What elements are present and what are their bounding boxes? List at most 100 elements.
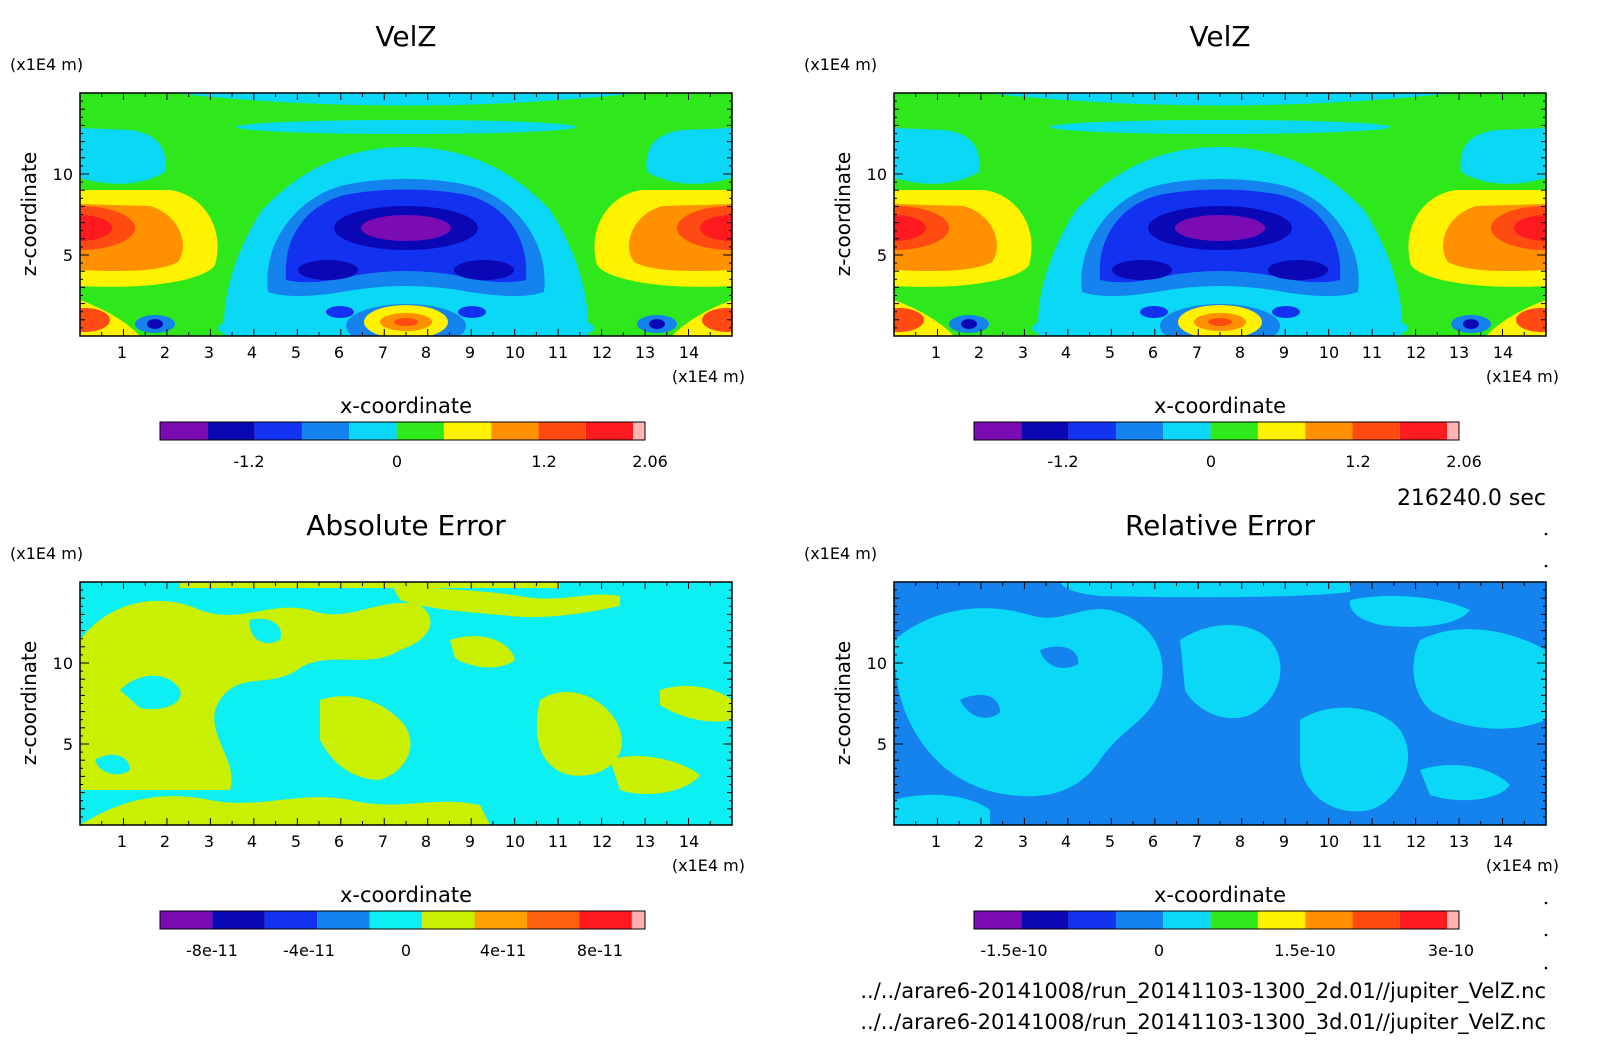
- colorbar-tick-label: 4e-11: [480, 941, 526, 960]
- colorbar-swatch: [1257, 911, 1306, 929]
- panel-relative-error: Relative Error (x1E4 m) 1 2 3 4 5 6 7 8: [804, 509, 1559, 960]
- colorbar-swatch: [369, 911, 423, 929]
- x-tick-label: 12: [1406, 832, 1426, 851]
- colorbar-swatch: [1115, 422, 1164, 440]
- velz-contour-field: [80, 93, 732, 336]
- y-tick-label: 10: [867, 165, 887, 184]
- x-tick-label: 5: [291, 343, 301, 362]
- colorbar-swatch: [585, 422, 634, 440]
- x-tick-label: 9: [465, 343, 475, 362]
- x-tick-label: 5: [1105, 832, 1115, 851]
- panel-title: VelZ: [375, 20, 436, 53]
- y-tick-label: 10: [53, 654, 73, 673]
- y-unit-label: (x1E4 m): [804, 544, 877, 563]
- colorbar-swatch: [396, 422, 444, 440]
- file-path-2: ../../arare6-20141008/run_20141103-1300_…: [860, 1010, 1546, 1035]
- colorbar-frame: [973, 421, 1460, 441]
- colorbar-swatch: [1257, 422, 1306, 440]
- colorbar-tick-label: 2.06: [1446, 452, 1482, 471]
- colorbar-tick-label: -1.5e-10: [980, 941, 1047, 960]
- colorbar-swatch: [160, 422, 208, 440]
- axis-ticks: [894, 581, 1546, 825]
- panel-velz-right: VelZ (x1E4 m): [804, 20, 1559, 471]
- colorbar-swatch: [1210, 422, 1258, 440]
- y-tick-label: 5: [877, 246, 887, 265]
- x-tick-label: 1: [117, 832, 127, 851]
- x-tick-label: 12: [592, 343, 612, 362]
- x-tick-label: 4: [1061, 343, 1071, 362]
- y-axis-label: z-coordinate: [17, 152, 41, 276]
- x-axis-label: x-coordinate: [1154, 883, 1286, 907]
- x-tick-label: 10: [505, 832, 525, 851]
- colorbar-swatch: [1399, 911, 1448, 929]
- y-axis-label: z-coordinate: [831, 641, 855, 765]
- x-tick-label: 13: [635, 832, 655, 851]
- colorbar-swatch: [443, 422, 492, 440]
- colorbar-swatch: [317, 911, 370, 929]
- colorbar-tick-label: -8e-11: [186, 941, 238, 960]
- colorbar-frame: [159, 421, 646, 441]
- colorbar-swatch: [422, 911, 475, 929]
- x-tick-label: 4: [1061, 832, 1071, 851]
- x-tick-label: 1: [117, 343, 127, 362]
- colorbar-tick-label: 2.06: [632, 452, 668, 471]
- x-axis-label: x-coordinate: [1154, 394, 1286, 418]
- time-label: 216240.0 sec: [1397, 486, 1546, 511]
- x-tick-label: 4: [247, 832, 257, 851]
- x-tick-label: 14: [679, 832, 699, 851]
- colorbar-swatch: [579, 911, 632, 929]
- x-tick-label: 8: [421, 832, 431, 851]
- colorbar-tick-label: -1.2: [1047, 452, 1078, 471]
- colorbar-swatch: [1352, 911, 1400, 929]
- x-tick-label: 9: [465, 832, 475, 851]
- velz-contour-field: [894, 93, 1546, 336]
- x-tick-label: 11: [548, 343, 568, 362]
- x-tick-labels: 1 2 3 4 5 6 7 8 9 10 11 12 13 14: [931, 343, 1513, 362]
- x-tick-labels: 1 2 3 4 5 6 7 8 9 10 11 12 13 14: [117, 343, 699, 362]
- colorbar-swatch: [1305, 422, 1353, 440]
- colorbar: [159, 910, 646, 930]
- colorbar-tick-label: -1.2: [233, 452, 264, 471]
- x-tick-label: 1: [931, 343, 941, 362]
- colorbar-swatch: [349, 422, 397, 440]
- x-axis-label: x-coordinate: [340, 394, 472, 418]
- colorbar-swatch: [207, 422, 255, 440]
- colorbar-tick-label: 0: [392, 452, 402, 471]
- panel-velz-left: VelZ (x1E4 m): [10, 20, 745, 471]
- colorbar-swatch: [1210, 911, 1258, 929]
- colorbar-swatch: [527, 911, 580, 929]
- x-tick-label: 5: [1105, 343, 1115, 362]
- x-tick-label: 3: [1018, 832, 1028, 851]
- colorbar-tick-label: 8e-11: [577, 941, 623, 960]
- colorbar-swatch: [1305, 911, 1353, 929]
- colorbar-swatch: [974, 911, 1022, 929]
- x-tick-label: 6: [1148, 343, 1158, 362]
- x-tick-label: 12: [592, 832, 612, 851]
- x-tick-label: 1: [931, 832, 941, 851]
- colorbar-swatch: [474, 911, 528, 929]
- x-tick-label: 9: [1279, 832, 1289, 851]
- x-tick-label: 7: [1192, 832, 1202, 851]
- colorbar-swatch: [1352, 422, 1400, 440]
- panel-absolute-error: Absolute Error (x1E4 m) 1 2 3 4 5 6: [10, 509, 745, 960]
- relative-error-field: [894, 582, 1546, 825]
- absolute-error-field: [80, 582, 732, 825]
- margin-dots: [1544, 532, 1548, 970]
- x-tick-labels: 1 2 3 4 5 6 7 8 9 10 11 12 13 14: [117, 832, 699, 851]
- x-tick-labels: 1 2 3 4 5 6 7 8 9 10 11 12 13 14: [931, 832, 1513, 851]
- colorbar: [973, 910, 1460, 930]
- x-tick-label: 13: [635, 343, 655, 362]
- colorbar-swatch: [1068, 911, 1116, 929]
- colorbar-swatch: [1447, 911, 1459, 929]
- colorbar-tick-label: -4e-11: [283, 941, 335, 960]
- x-tick-label: 2: [160, 832, 170, 851]
- colorbar-swatch: [1163, 911, 1211, 929]
- colorbar-tick-label: 0: [1206, 452, 1216, 471]
- axis-ticks: [80, 92, 732, 336]
- x-tick-label: 3: [204, 832, 214, 851]
- x-tick-label: 14: [1493, 343, 1513, 362]
- colorbar-swatch: [1068, 422, 1116, 440]
- colorbar-tick-label: 1.2: [1345, 452, 1370, 471]
- x-tick-label: 3: [1018, 343, 1028, 362]
- colorbar-swatch: [1163, 422, 1211, 440]
